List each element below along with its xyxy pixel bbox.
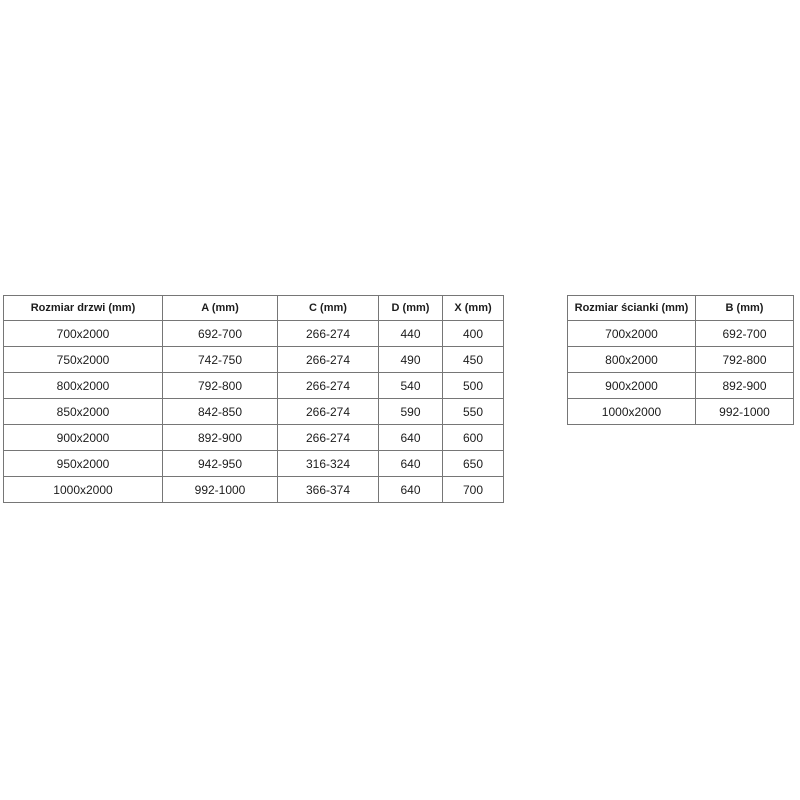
table-cell: 266-274: [277, 372, 379, 399]
table-cell: 850x2000: [3, 398, 163, 425]
table-cell: 700x2000: [567, 320, 696, 347]
wall-sizes-table: Rozmiar ścianki (mm) B (mm) 700x2000 692-7…: [567, 295, 794, 425]
table-cell: 266-274: [277, 424, 379, 451]
table-cell: 540: [378, 372, 443, 399]
table-cell: 640: [378, 476, 443, 503]
table-cell: 992-1000: [162, 476, 278, 503]
table-cell: 600: [442, 424, 504, 451]
door-sizes-table: Rozmiar drzwi (mm) A (mm) C (mm) D (mm) X (m…: [3, 295, 504, 503]
column-header: C (mm): [277, 295, 379, 321]
table-cell: 892-900: [695, 372, 794, 399]
table-cell: 800x2000: [3, 372, 163, 399]
table-cell: 992-1000: [695, 398, 794, 425]
table-cell: 1000x2000: [3, 476, 163, 503]
table-cell: 742-750: [162, 346, 278, 373]
table-cell: 490: [378, 346, 443, 373]
table-cell: 316-324: [277, 450, 379, 477]
table-cell: 450: [442, 346, 504, 373]
table-cell: 800x2000: [567, 346, 696, 373]
table-row: 1000x2000 992-1000 366-374 640 700: [3, 476, 504, 503]
column-header: Rozmiar ścianki (mm): [567, 295, 696, 321]
table-row: 800x2000 792-800: [567, 346, 794, 373]
table-row: 750x2000 742-750 266-274 490 450: [3, 346, 504, 373]
table-cell: 366-374: [277, 476, 379, 503]
column-header: D (mm): [378, 295, 443, 321]
table-cell: 792-800: [162, 372, 278, 399]
table-cell: 950x2000: [3, 450, 163, 477]
column-header: A (mm): [162, 295, 278, 321]
table-row: 800x2000 792-800 266-274 540 500: [3, 372, 504, 399]
column-header: X (mm): [442, 295, 504, 321]
table-cell: 500: [442, 372, 504, 399]
table-cell: 266-274: [277, 320, 379, 347]
table-cell: 266-274: [277, 398, 379, 425]
table-cell: 792-800: [695, 346, 794, 373]
door-table-header-row: Rozmiar drzwi (mm) A (mm) C (mm) D (mm) X (m…: [3, 295, 504, 321]
table-cell: 750x2000: [3, 346, 163, 373]
table-cell: 900x2000: [567, 372, 696, 399]
table-cell: 692-700: [695, 320, 794, 347]
table-cell: 266-274: [277, 346, 379, 373]
table-cell: 842-850: [162, 398, 278, 425]
table-cell: 892-900: [162, 424, 278, 451]
table-cell: 640: [378, 450, 443, 477]
table-row: 1000x2000 992-1000: [567, 398, 794, 425]
wall-table-header-row: Rozmiar ścianki (mm) B (mm): [567, 295, 794, 321]
column-header: Rozmiar drzwi (mm): [3, 295, 163, 321]
table-cell: 1000x2000: [567, 398, 696, 425]
table-row: 700x2000 692-700 266-274 440 400: [3, 320, 504, 347]
table-row: 950x2000 942-950 316-324 640 650: [3, 450, 504, 477]
table-cell: 550: [442, 398, 504, 425]
table-row: 900x2000 892-900: [567, 372, 794, 399]
table-cell: 400: [442, 320, 504, 347]
table-cell: 692-700: [162, 320, 278, 347]
table-cell: 700: [442, 476, 504, 503]
table-cell: 900x2000: [3, 424, 163, 451]
table-cell: 650: [442, 450, 504, 477]
table-row: 850x2000 842-850 266-274 590 550: [3, 398, 504, 425]
table-cell: 640: [378, 424, 443, 451]
table-cell: 590: [378, 398, 443, 425]
table-cell: 700x2000: [3, 320, 163, 347]
column-header: B (mm): [695, 295, 794, 321]
table-cell: 942-950: [162, 450, 278, 477]
table-cell: 440: [378, 320, 443, 347]
table-row: 900x2000 892-900 266-274 640 600: [3, 424, 504, 451]
table-row: 700x2000 692-700: [567, 320, 794, 347]
